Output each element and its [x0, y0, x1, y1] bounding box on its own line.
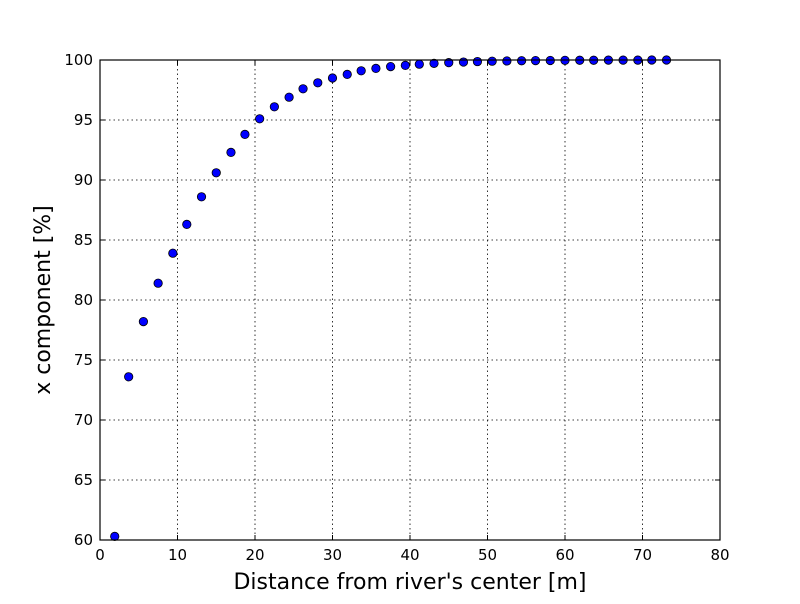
data-point: [356, 66, 366, 76]
data-point: [400, 60, 410, 71]
x-tick-label: 10: [168, 546, 187, 564]
data-point: [472, 56, 483, 67]
y-tick-label: 80: [74, 291, 93, 309]
x-tick-labels: 0 10 20 30 40 50 60 70 80: [95, 546, 729, 564]
x-tick-label: 30: [323, 546, 342, 564]
data-point: [516, 56, 527, 66]
y-tick-label: 95: [74, 111, 93, 129]
data-point: [211, 168, 221, 178]
x-tick-label: 70: [633, 546, 652, 564]
x-tick-label: 50: [478, 546, 497, 564]
y-tick-label: 100: [64, 51, 93, 69]
data-point: [342, 69, 352, 80]
y-axis-title: x component [%]: [31, 205, 56, 395]
y-tick-labels: 60 65 70 75 80 85 90 95 100: [64, 51, 93, 549]
data-point: [487, 56, 497, 66]
data-point: [298, 84, 308, 94]
x-axis-title: Distance from river's center [m]: [233, 570, 586, 595]
y-tick-label: 85: [74, 231, 93, 249]
y-tick-label: 75: [74, 351, 93, 369]
data-point: [284, 92, 294, 102]
data-point: [138, 316, 148, 327]
data-point: [196, 192, 207, 202]
data-point: [313, 78, 323, 88]
x-tick-label: 20: [245, 546, 264, 564]
data-point: [458, 57, 469, 67]
data-point: [168, 248, 178, 258]
data-point: [240, 129, 250, 139]
x-tick-label: 40: [400, 546, 419, 564]
data-point: [153, 278, 163, 288]
y-tick-label: 90: [74, 171, 93, 189]
y-tick-label: 60: [74, 531, 93, 549]
data-point: [226, 147, 236, 157]
data-point: [182, 219, 192, 229]
data-point: [502, 56, 512, 66]
data-point: [371, 63, 381, 74]
data-point: [124, 372, 134, 382]
grid-layer: [99, 59, 721, 541]
plot-frame: [99, 59, 721, 541]
y-tick-label: 65: [74, 471, 93, 489]
data-point: [386, 61, 396, 72]
data-point: [255, 114, 265, 124]
y-tick-label: 70: [74, 411, 93, 429]
x-tick-label: 60: [555, 546, 574, 564]
data-point: [414, 59, 424, 69]
data-point: [269, 102, 279, 112]
x-tick-label: 80: [710, 546, 729, 564]
data-point: [327, 73, 338, 83]
x-tick-label: 0: [95, 546, 105, 564]
data-points: [110, 55, 672, 542]
data-point: [429, 58, 439, 68]
data-point: [110, 531, 120, 542]
